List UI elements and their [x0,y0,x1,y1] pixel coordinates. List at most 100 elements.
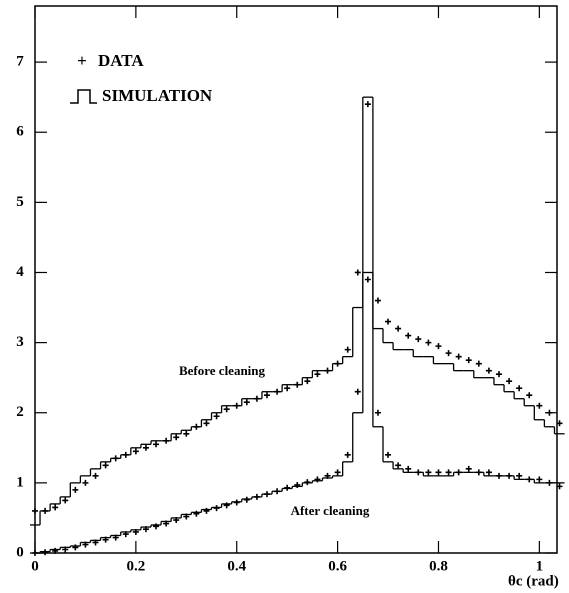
x-tick-label: 0.2 [126,558,145,574]
data-point [42,549,49,556]
data-point [32,507,38,514]
data-point [334,360,341,367]
data-point [304,479,311,486]
data-point [405,465,412,472]
data-point [193,423,200,430]
data-point [203,420,210,427]
data-point [52,547,59,554]
data-point [102,536,109,543]
curve-label: After cleaning [291,503,370,518]
data-point [344,451,351,458]
plot-frame [34,5,558,554]
legend-sim-symbol [70,89,97,104]
data-point [354,388,361,395]
data-point [344,346,351,353]
data-point [233,499,240,506]
data-point [445,350,452,357]
data-point [223,502,230,509]
data-point [253,395,260,402]
data-point [485,469,492,476]
curve-label: Before cleaning [179,363,266,378]
data-point [72,544,79,551]
data-point [415,469,422,476]
data-point [213,413,220,420]
data-point [52,504,59,511]
legend-data-symbol: + [77,51,87,70]
data-point [324,367,331,374]
data-point [213,505,220,512]
data-point [92,539,99,546]
data-point [556,483,563,490]
data-point [122,451,129,458]
data-point [62,497,69,504]
data-point [304,378,311,385]
y-tick-label: 0 [16,544,24,560]
data-point [183,430,190,437]
data-point [163,437,170,444]
data-point [153,523,160,530]
data-point [112,455,119,462]
data-point [173,434,180,441]
y-tick-label: 7 [16,54,24,70]
y-tick-label: 3 [16,334,24,350]
data-point [374,409,381,416]
x-tick-label: 0 [31,558,39,574]
data-point [173,517,180,524]
data-point [526,476,533,483]
data-point [203,507,210,514]
data-point [334,469,341,476]
data-point [506,472,513,479]
data-point [264,491,270,498]
data-point [274,488,281,495]
data-point [294,381,301,388]
data-point [92,472,99,479]
legend-sim-label: SIMULATION [102,86,213,105]
y-tick-label: 6 [16,124,24,140]
data-point [122,531,129,538]
data-point [435,469,442,476]
data-point [264,392,270,399]
data-point [243,399,250,406]
data-point [546,409,553,416]
data-point [385,318,392,325]
data-point [506,378,513,385]
data-point [556,420,563,427]
data-point [435,343,442,350]
data-point [163,520,170,527]
data-point [324,472,331,479]
data-point [112,534,119,541]
data-point [82,479,89,486]
data-point [354,269,361,276]
data-point [314,476,321,483]
data-point [142,526,149,533]
data-point [546,479,553,486]
data-point [72,486,79,493]
y-tick-label: 2 [16,404,24,420]
data-point [516,472,523,479]
data-point [455,469,462,476]
data-point [516,385,523,392]
data-point [132,528,139,535]
data-point [405,332,412,339]
data-point [364,101,371,108]
data-point [425,339,432,346]
data-point [294,481,301,488]
y-tick-label: 4 [16,264,24,280]
data-point [455,353,462,360]
data-point [314,371,321,378]
data-point [526,392,533,399]
data-point [415,336,422,343]
legend-data-label: DATA [98,51,144,70]
data-point [465,465,472,472]
data-point [62,546,69,553]
data-point [153,441,160,448]
data-point [193,510,200,517]
data-point [223,406,230,413]
y-tick-label: 5 [16,194,24,210]
x-axis-label: θc (rad) [508,573,559,589]
data-point [284,385,291,392]
data-point [102,462,109,469]
data-point [253,493,260,500]
data-point [32,550,38,556]
